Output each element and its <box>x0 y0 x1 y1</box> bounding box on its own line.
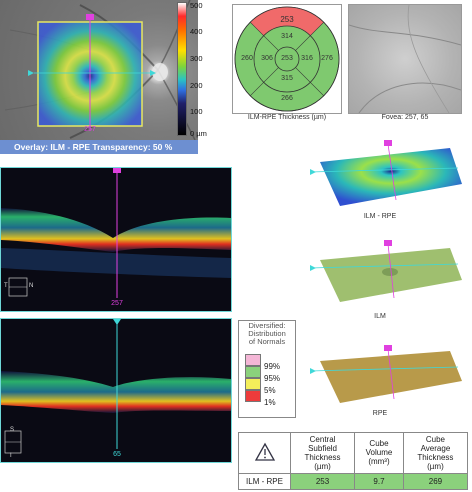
surface-rpe-plot <box>309 345 462 403</box>
central-subfield-value: 253 <box>289 472 356 491</box>
overlay-status-bar[interactable]: Overlay: ILM - RPE Transparency: 50 % <box>0 140 198 154</box>
legend-swatch-1 <box>245 390 261 402</box>
surface-ilm-rpe-plot <box>309 140 462 206</box>
header-cube-average: Cube Average Thickness (µm) <box>402 432 469 474</box>
etdrs-center: 253 <box>281 55 293 62</box>
header-line: Volume <box>365 448 393 458</box>
surface-rpe[interactable] <box>300 345 465 405</box>
surface-ilm-rpe[interactable] <box>300 140 465 210</box>
bscan-horizontal[interactable]: T N 257 <box>0 167 232 312</box>
cube-volume-value: 9.7 <box>354 472 404 491</box>
etdrs-outer-temporal: 260 <box>241 55 253 62</box>
etdrs-outer-superior: 253 <box>280 15 294 24</box>
bscan-vertical[interactable]: S I 65 <box>0 318 232 463</box>
bscan2-orient-top: S <box>10 427 15 433</box>
legend-swatch-5 <box>245 378 261 390</box>
header-line: Thickness <box>417 452 454 462</box>
fundus-marker: 257 <box>84 126 96 133</box>
legend-swatch-95 <box>245 366 261 378</box>
surface-ilm-rpe-caption: ILM - RPE <box>363 213 397 220</box>
fovea-caption: Fovea: 257, 65 <box>381 114 429 121</box>
legend-label-5: 5% <box>264 386 276 395</box>
fovea-image <box>348 4 462 114</box>
bscan-horizontal-image <box>1 168 231 298</box>
legend-label-99: 99% <box>264 362 281 371</box>
thickness-colorbar <box>177 2 187 136</box>
colorbar-tick: 500 <box>190 1 203 10</box>
legend-title: Diversified: Distribution of Normals <box>238 322 296 346</box>
header-cube-volume: Cube Volume (mm³) <box>354 432 404 474</box>
etdrs-inner-inferior: 315 <box>281 75 293 82</box>
etdrs-caption: ILM-RPE Thickness (µm) <box>247 114 327 121</box>
header-line: Subfield <box>308 443 337 453</box>
cube-average-value: 269 <box>402 472 469 491</box>
fovea-vessels <box>348 4 462 114</box>
header-line: Central <box>309 434 336 444</box>
legend-label-95: 95% <box>264 374 281 383</box>
thickness-summary-table: Central Subfield Thickness (µm) Cube Vol… <box>238 432 469 491</box>
legend-swatch-99 <box>245 354 261 366</box>
colorbar-tick: 200 <box>190 81 203 90</box>
etdrs-grid <box>234 6 340 112</box>
etdrs-inner-superior: 314 <box>281 33 293 40</box>
surface-ilm-caption: ILM <box>374 313 386 320</box>
warning-triangle-icon <box>254 442 275 461</box>
fundus-image: 257 <box>0 0 198 140</box>
bscan1-orient-left: T <box>4 283 8 289</box>
etdrs-inner-temporal: 306 <box>261 55 273 62</box>
header-line: (µm) <box>314 461 331 471</box>
colorbar-tick: 400 <box>190 27 203 36</box>
surface-ilm[interactable] <box>300 240 465 305</box>
header-line: Cube <box>425 434 445 444</box>
etdrs-inner-nasal: 316 <box>301 55 313 62</box>
etdrs-outer-inferior: 266 <box>281 95 293 102</box>
colorbar-tick: 300 <box>190 54 203 63</box>
etdrs-outer-nasal: 276 <box>321 55 333 62</box>
header-line: (µm) <box>427 461 444 471</box>
bscan1-orient-right: N <box>29 283 34 289</box>
legend-title-line: Diversified: <box>248 321 286 330</box>
header-central-subfield: Central Subfield Thickness (µm) <box>289 432 356 474</box>
legend-label-1: 1% <box>264 398 276 407</box>
bscan-vertical-image <box>1 319 231 454</box>
header-line: Cube <box>369 439 389 449</box>
colorbar-tick: 0 µm <box>190 129 207 138</box>
warning-cell <box>238 432 291 474</box>
bscan1-marker: 257 <box>111 300 123 307</box>
surface-ilm-plot <box>309 240 462 302</box>
row-label: ILM - RPE <box>238 472 291 491</box>
legend-title-line: of Normals <box>248 337 286 346</box>
colorbar-tick: 100 <box>190 107 203 116</box>
header-line: (mm³) <box>368 457 390 467</box>
bscan2-marker: 65 <box>113 451 121 458</box>
header-line: Average <box>420 443 451 453</box>
fundus-vessels <box>4 0 196 140</box>
header-line: Thickness <box>304 452 341 462</box>
etdrs-chart: 253 314 253 306 316 260 276 315 266 <box>232 4 342 114</box>
legend-title-line: Distribution <box>248 329 286 338</box>
bscan2-orient-bottom: I <box>10 453 12 459</box>
surface-rpe-caption: RPE <box>372 410 388 417</box>
